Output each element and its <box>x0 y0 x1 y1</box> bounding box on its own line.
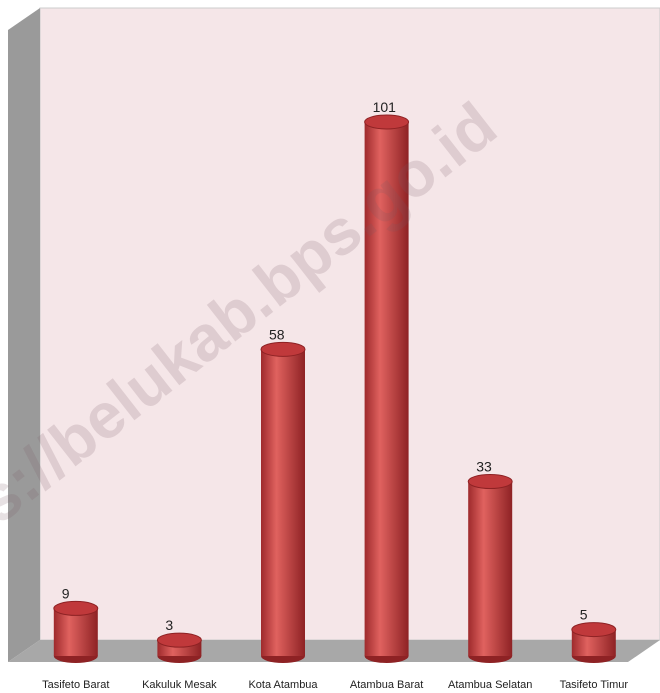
x-tick-label: Kota Atambua <box>248 679 318 691</box>
bar-top <box>364 114 410 130</box>
bar-top <box>260 341 306 357</box>
bar <box>468 481 513 656</box>
value-label: 3 <box>165 617 173 633</box>
bar-top <box>53 600 99 616</box>
x-tick-label: Tasifeto Barat <box>42 679 109 691</box>
value-label: 101 <box>373 99 397 115</box>
bar <box>53 608 98 656</box>
bar-top <box>571 622 617 638</box>
bars: Tasifeto Barat 9 Kakuluk Mesak 3 Kota Atambu… <box>42 99 628 691</box>
x-tick-label: Tasifeto Timur <box>560 679 629 691</box>
bar-top <box>156 632 202 648</box>
floor <box>8 640 660 662</box>
value-label: 33 <box>476 459 492 475</box>
bar <box>261 349 305 656</box>
x-tick-label: Atambua Barat <box>350 679 423 691</box>
back-wall <box>39 7 660 641</box>
value-label: 9 <box>62 585 70 601</box>
value-label: 58 <box>269 326 285 342</box>
side-wall <box>8 8 40 662</box>
bar-top <box>467 474 513 490</box>
value-label: 5 <box>580 607 588 623</box>
x-tick-label: Atambua Selatan <box>448 679 532 691</box>
x-tick-label: Kakuluk Mesak <box>142 679 217 691</box>
bar <box>364 122 409 656</box>
